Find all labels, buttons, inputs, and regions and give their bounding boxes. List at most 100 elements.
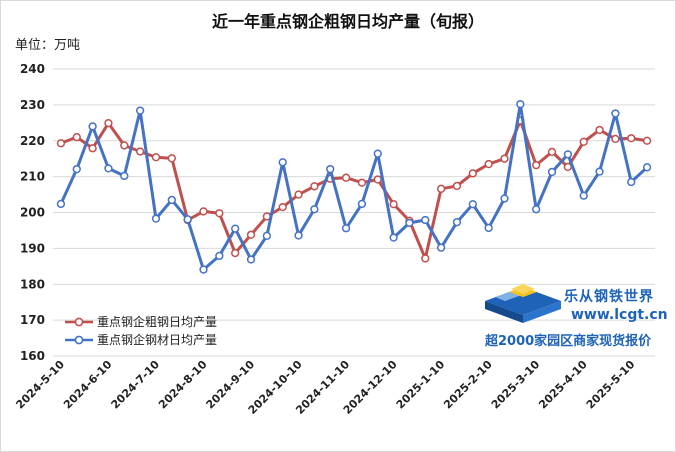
x-tick-label: 2025-3-10: [489, 358, 543, 412]
data-point: [310, 182, 319, 191]
data-point: [421, 254, 430, 263]
y-tick-label: 230: [20, 98, 45, 112]
data-point: [135, 147, 145, 156]
data-point: [246, 230, 256, 239]
y-axis-ticks: 160 170 180 190 200 210 220 230 240: [20, 62, 45, 363]
legend-item-steel-products: 重点钢企钢材日均产量: [65, 332, 217, 347]
y-tick-label: 240: [20, 62, 45, 76]
data-point: [532, 160, 541, 170]
data-point: [294, 190, 303, 199]
x-tick-label: 2025-5-10: [584, 358, 638, 412]
data-point: [642, 163, 652, 172]
x-tick-label: 2024-8-10: [156, 358, 210, 412]
y-tick-label: 170: [20, 313, 45, 327]
legend-swatch-marker: [74, 317, 84, 327]
x-tick-label: 2024-6-10: [61, 358, 115, 412]
data-point: [357, 178, 367, 187]
data-point: [341, 224, 351, 233]
x-tick-label: 2024-7-10: [109, 358, 163, 412]
x-tick-label: 2025-4-10: [536, 358, 590, 412]
data-point: [595, 167, 604, 176]
data-point: [151, 214, 161, 223]
data-point: [56, 139, 66, 148]
series-line: [59, 102, 649, 272]
data-point: [405, 218, 414, 228]
data-point: [215, 209, 224, 218]
legend-swatch-marker: [74, 335, 84, 345]
data-point: [135, 106, 145, 115]
data-point: [436, 184, 446, 193]
data-point: [310, 205, 319, 214]
data-point: [468, 200, 477, 209]
x-tick-label: 2025-1-10: [394, 358, 448, 412]
gridlines: [53, 68, 655, 357]
data-point: [326, 164, 335, 174]
data-point: [72, 133, 81, 142]
data-point: [611, 134, 620, 144]
data-point: [88, 122, 97, 131]
data-point: [183, 215, 192, 224]
x-tick-label: 2024-5-10: [14, 358, 68, 412]
data-point: [278, 202, 287, 212]
legend-label-crude-steel: 重点钢企粗钢日均产量: [97, 314, 217, 329]
series-steel-products: [56, 100, 652, 274]
data-point: [579, 191, 588, 200]
data-point: [547, 167, 557, 177]
data-point: [120, 171, 129, 181]
data-point: [421, 215, 430, 225]
data-point: [278, 158, 287, 167]
x-axis-ticks: 2024-5-102024-6-102024-7-102024-8-102024…: [14, 358, 638, 417]
data-point: [72, 164, 81, 174]
data-point: [500, 194, 509, 203]
unit-label: 单位：万吨: [15, 38, 80, 53]
data-point: [516, 100, 525, 109]
data-point: [357, 199, 367, 209]
x-tick-label: 2025-2-10: [441, 358, 495, 412]
y-tick-label: 200: [20, 206, 45, 220]
series-line: [60, 119, 648, 260]
data-point: [231, 248, 240, 258]
data-point: [595, 125, 604, 135]
series-group: [56, 100, 652, 274]
data-point: [547, 147, 557, 157]
data-point: [468, 169, 477, 178]
data-point: [452, 218, 462, 227]
data-point: [56, 199, 66, 209]
data-point: [215, 251, 224, 261]
data-point: [341, 173, 351, 182]
chart-title: 近一年重点钢企粗钢日均产量（旬报）: [212, 12, 484, 31]
data-point: [167, 195, 176, 205]
data-point: [627, 177, 636, 187]
y-tick-label: 210: [20, 170, 45, 184]
data-point: [436, 243, 446, 252]
data-point: [104, 164, 113, 173]
data-point: [151, 153, 161, 162]
legend-label-steel-products: 重点钢企钢材日均产量: [97, 332, 217, 347]
brand-slogan: 超2000家园区商家现货报价: [485, 333, 652, 349]
data-point: [88, 144, 97, 153]
data-point: [294, 231, 303, 240]
series-crude-steel: [56, 116, 652, 263]
data-point: [611, 109, 620, 118]
brand-logo-icon: [485, 284, 561, 323]
data-point: [262, 231, 272, 240]
data-point: [167, 154, 176, 163]
data-point: [579, 137, 588, 146]
data-point: [231, 224, 240, 233]
data-point: [627, 134, 636, 143]
data-point: [484, 159, 493, 169]
data-point: [532, 205, 541, 214]
data-point: [373, 149, 382, 158]
data-point: [373, 175, 382, 184]
y-tick-label: 220: [20, 134, 45, 148]
brand-name: 乐从钢铁世界: [564, 288, 654, 305]
data-point: [389, 200, 398, 209]
data-point: [104, 119, 113, 128]
data-point: [642, 136, 652, 145]
legend: 重点钢企粗钢日均产量 重点钢企钢材日均产量: [65, 314, 217, 347]
data-point: [484, 223, 493, 233]
y-tick-label: 160: [20, 349, 45, 363]
y-tick-label: 190: [20, 241, 45, 255]
